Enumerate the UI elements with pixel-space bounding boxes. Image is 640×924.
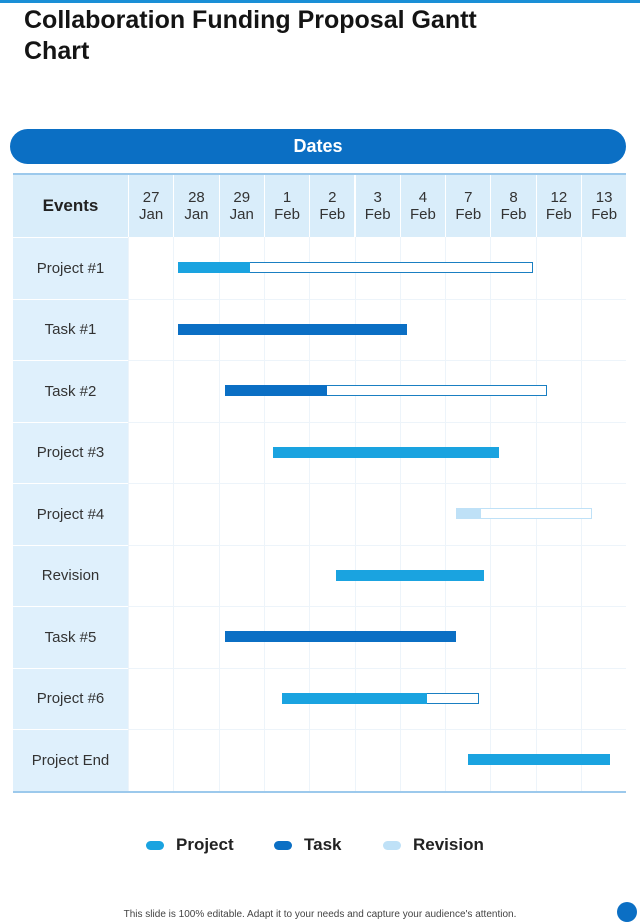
date-header-10: 13 Feb [581,175,627,237]
corner-dot [617,902,637,922]
legend-item-project: Project [146,833,234,857]
grid-line-horizontal [128,729,626,730]
event-label: Project #3 [13,421,128,483]
date-header-6: 4 Feb [399,175,446,237]
date-day: 12 [550,189,568,206]
grid-line-horizontal [128,421,626,423]
date-day: 3 [373,189,382,206]
date-month: Feb [274,206,300,223]
footer-note: This slide is 100% editable. Adapt it to… [123,909,517,920]
date-month: Feb [455,206,482,223]
grid-line-vertical [354,237,356,791]
event-label: Task #2 [13,360,128,422]
legend-swatch [383,840,401,850]
date-day: 27 [142,189,160,206]
date-header-2: 29 Jan [218,175,264,237]
date-month: Jan [139,206,164,223]
date-header-3: 1 Feb [263,175,310,237]
gantt-bar [177,262,251,274]
dates-header-label: Dates [293,136,343,156]
date-day: 29 [233,189,251,206]
grid-line-vertical [309,237,311,791]
date-header-4: 2 Feb [309,175,355,237]
event-label: Project #1 [13,237,128,299]
legend-swatch [146,840,164,850]
date-month: Jan [229,206,254,223]
gantt-bar [456,508,482,520]
gantt-bar [177,323,407,335]
date-header-5: 3 Feb [354,175,400,237]
gantt-bar [272,446,500,458]
grid-line-vertical [218,237,220,791]
grid-line-horizontal [128,298,626,300]
date-day: 13 [595,189,613,206]
dates-header-bar: Dates [10,129,626,164]
date-month: Feb [591,206,618,223]
date-day: 4 [418,189,428,206]
event-label: Project #6 [13,667,128,729]
legend-label: Project [176,835,234,854]
date-month: Feb [364,206,391,223]
legend-item-task: Task [274,833,342,857]
event-label: Revision [13,544,128,606]
date-month: Feb [319,206,346,223]
date-header-9: 12 Feb [535,175,581,237]
legend-swatch [274,840,292,850]
legend-label: Revision [413,835,484,854]
grid-line-vertical [263,237,265,791]
date-month: Feb [500,206,527,223]
legend-label: Task [304,835,342,854]
gantt-bar [467,754,611,766]
event-label: Project #4 [13,483,128,545]
grid-line-horizontal [128,544,626,546]
top-accent-line [0,0,640,3]
date-header-8: 8 Feb [490,175,536,237]
date-header-1: 28 Jan [173,175,219,237]
gantt-bar [282,692,427,704]
event-label: Task #5 [13,606,128,668]
date-month: Feb [545,206,572,223]
grid-line-horizontal [128,483,626,484]
date-header-7: 7 Feb [445,175,491,237]
grid-line-vertical [399,237,401,791]
events-header: Events [13,175,128,237]
events-header-label: Events [42,196,99,215]
grid-line-vertical [445,237,447,791]
chart-legend: Project Task Revision [0,833,640,857]
date-month: Jan [184,206,209,223]
date-day: 1 [282,189,292,206]
event-label: Task #1 [13,298,128,360]
date-header-0: 27 Jan [128,175,174,237]
grid-line-horizontal [128,667,626,669]
grid-line-horizontal [128,360,626,361]
date-day: 7 [464,189,473,206]
gantt-bar [336,569,484,581]
page-title: Collaboration Funding Proposal Gantt Cha… [24,6,477,65]
date-day: 8 [509,189,518,206]
event-label: Project End [13,729,128,791]
gantt-bar [225,385,328,397]
legend-item-revision: Revision [383,833,484,857]
gantt-chart: Events Project #1 Task #1 Task #2 Project #… [13,173,627,793]
gantt-bar [225,631,457,643]
date-day: 28 [188,189,205,206]
grid-line-horizontal [128,606,626,607]
date-day: 2 [328,189,337,206]
grid-line-vertical [128,237,129,791]
date-month: Feb [410,206,436,223]
events-column: Events Project #1 Task #1 Task #2 Project #… [13,175,128,791]
grid-line-vertical [173,237,175,791]
